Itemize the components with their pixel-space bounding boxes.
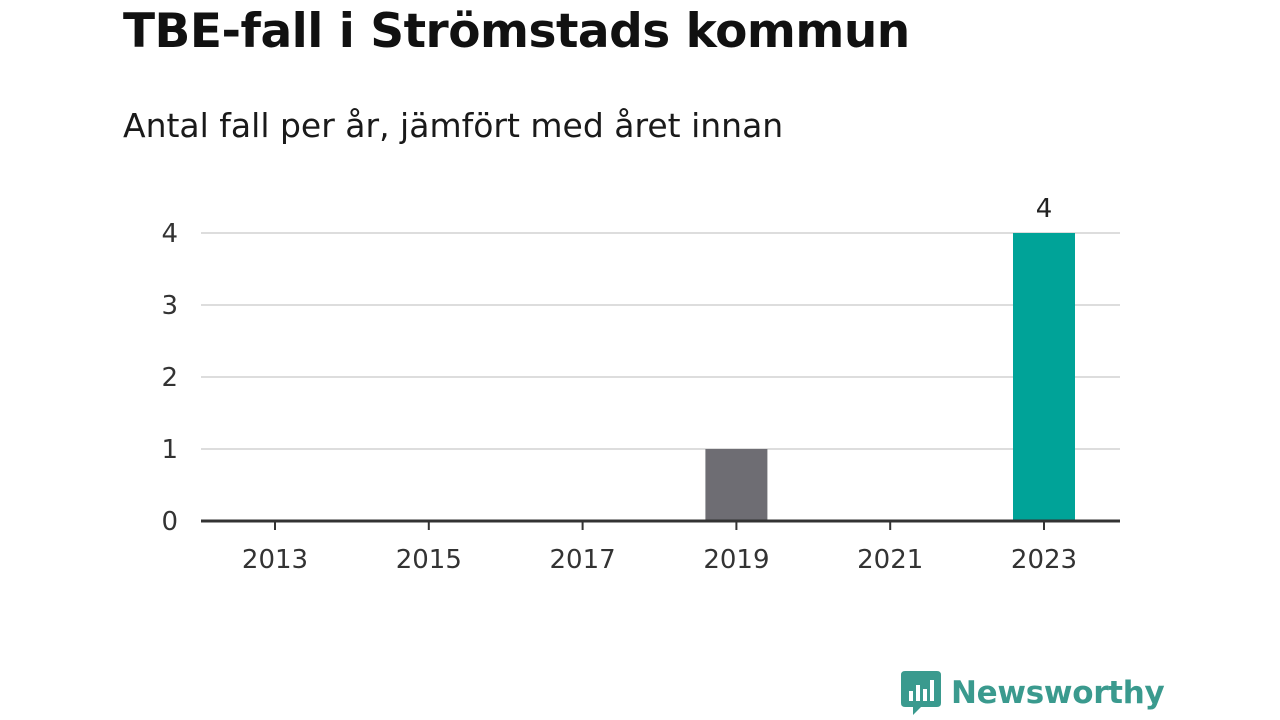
y-axis-ticks: 0 1 2 3 4	[161, 219, 178, 537]
y-tick-label-0: 0	[161, 507, 178, 537]
newsworthy-bar-chart-logo-icon	[901, 671, 941, 715]
data-labels: 4	[1036, 194, 1053, 224]
chart-title: TBE-fall i Strömstads kommun	[123, 4, 910, 59]
y-tick-label-2: 2	[161, 363, 178, 393]
x-tick-label-2013: 2013	[242, 545, 308, 575]
x-axis-ticks: 2013 2015 2017 2019 2021 2023	[242, 521, 1077, 575]
bar-2019	[705, 449, 768, 521]
y-tick-label-1: 1	[161, 435, 178, 465]
y-tick-label-3: 3	[161, 291, 178, 321]
data-label-2023: 4	[1036, 194, 1053, 224]
chart-subtitle: Antal fall per år, jämfört med året inna…	[123, 106, 784, 145]
brand-name: Newsworthy	[951, 675, 1165, 711]
x-tick-label-2017: 2017	[550, 545, 616, 575]
grid-lines	[201, 232, 1120, 450]
bar-series	[705, 233, 1075, 521]
x-tick-label-2019: 2019	[703, 545, 769, 575]
x-tick-label-2021: 2021	[857, 545, 923, 575]
newsworthy-logo: Newsworthy	[901, 671, 1165, 715]
y-tick-label-4: 4	[161, 219, 178, 249]
x-tick-label-2015: 2015	[396, 545, 462, 575]
bar-2023	[1013, 233, 1075, 521]
x-tick-label-2023: 2023	[1011, 545, 1077, 575]
